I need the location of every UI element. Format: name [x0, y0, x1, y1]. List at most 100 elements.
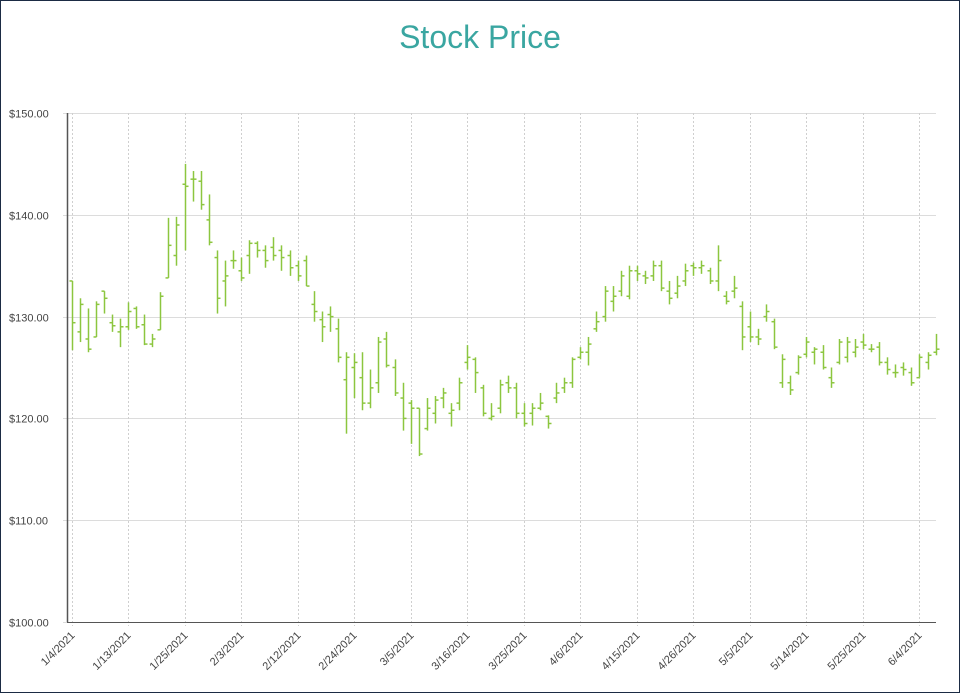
ohlc-bar	[238, 257, 245, 281]
ohlc-bar	[400, 382, 407, 431]
ohlc-bar	[141, 314, 148, 346]
ohlc-bar	[698, 260, 705, 274]
ohlc-bar	[440, 387, 447, 409]
ohlc-bar	[448, 403, 455, 427]
x-tick-label: 3/5/2021	[378, 630, 417, 669]
ohlc-bar	[690, 262, 697, 276]
ohlc-bar	[432, 396, 439, 424]
x-tick-label: 5/25/2021	[826, 630, 869, 673]
ohlc-bar	[206, 194, 213, 246]
ohlc-bar	[585, 336, 592, 366]
ohlc-bar	[165, 217, 172, 279]
x-tick-label: 4/6/2021	[547, 630, 586, 669]
ohlc-bar	[262, 245, 269, 268]
ohlc-bar	[803, 336, 810, 358]
ohlc-bar	[884, 357, 891, 375]
ohlc-bar	[93, 301, 100, 338]
ohlc-bar	[569, 357, 576, 388]
ohlc-bar	[173, 216, 180, 266]
ohlc-bar	[787, 375, 794, 395]
ohlc-bar	[836, 338, 843, 365]
y-tick-label: $150.00	[9, 109, 49, 121]
ohlc-bar	[715, 245, 722, 292]
ohlc-bar	[101, 290, 108, 314]
ohlc-bar	[852, 338, 859, 358]
ohlc-bar	[545, 415, 552, 429]
y-tick-label: $130.00	[9, 313, 49, 325]
ohlc-bar	[828, 367, 835, 388]
ohlc-bars	[69, 163, 940, 457]
ohlc-bar	[795, 355, 802, 375]
ohlc-bar	[214, 250, 221, 314]
x-tick-label: 2/24/2021	[317, 630, 360, 673]
ohlc-bar	[537, 392, 544, 411]
ohlc-bar	[319, 311, 326, 343]
axes: $100.00 $110.00 $120.00 $130.00 $140.00 $150.…	[9, 109, 936, 673]
ohlc-bar	[182, 163, 189, 251]
ohlc-bar	[658, 260, 665, 292]
x-tick-label: 4/26/2021	[656, 630, 699, 673]
ohlc-bar	[416, 407, 423, 457]
ohlc-bar	[375, 336, 382, 393]
x-tick-label: 4/15/2021	[600, 630, 643, 673]
ohlc-bar	[723, 291, 730, 305]
ohlc-bar	[602, 286, 609, 322]
ohlc-bar	[707, 267, 714, 285]
ohlc-bar	[351, 353, 358, 399]
ohlc-bar	[270, 237, 277, 261]
ohlc-bar	[343, 352, 350, 434]
x-tick-label: 5/14/2021	[769, 630, 812, 673]
ohlc-bar	[682, 263, 689, 287]
x-tick-label: 5/5/2021	[717, 630, 756, 669]
ohlc-bar	[157, 292, 164, 331]
ohlc-bar	[577, 347, 584, 360]
ohlc-bar	[876, 342, 883, 366]
chart-title: Stock Price	[399, 19, 561, 55]
y-tick-label: $110.00	[9, 516, 48, 528]
ohlc-bar	[497, 379, 504, 414]
x-tick-label: 2/12/2021	[261, 630, 304, 673]
ohlc-bar	[254, 241, 261, 258]
x-tick-label: 3/16/2021	[430, 630, 473, 673]
ohlc-bar	[77, 298, 84, 343]
ohlc-bar	[359, 352, 366, 411]
y-tick-label: $100.00	[9, 618, 49, 630]
ohlc-bar	[198, 171, 205, 210]
x-tick-label: 1/4/2021	[39, 630, 78, 669]
ohlc-bar	[117, 318, 124, 348]
x-tick-label: 2/3/2021	[208, 630, 247, 669]
ohlc-bar	[456, 377, 463, 411]
ohlc-bar	[820, 345, 827, 370]
ohlc-bar	[287, 250, 294, 276]
ohlc-bar	[246, 240, 253, 274]
ohlc-bar	[739, 301, 746, 351]
ohlc-bar	[424, 398, 431, 431]
ohlc-bar	[634, 265, 641, 281]
ohlc-bar	[925, 352, 932, 370]
ohlc-bar	[593, 311, 600, 332]
ohlc-bar	[488, 403, 495, 421]
ohlc-bar	[230, 250, 237, 269]
ohlc-bar	[610, 286, 617, 312]
ohlc-bar	[779, 354, 786, 388]
ohlc-bar	[133, 306, 140, 329]
ohlc-bar	[626, 265, 633, 300]
ohlc-bar	[85, 308, 92, 353]
ohlc-bar	[642, 270, 649, 285]
ohlc-bar	[513, 382, 520, 419]
ohlc-bar	[125, 302, 132, 330]
ohlc-bar	[480, 384, 487, 417]
ohlc-bar	[771, 318, 778, 350]
ohlc-bar	[383, 331, 390, 368]
ohlc-bar	[763, 304, 770, 322]
ohlc-bar	[335, 318, 342, 363]
ohlc-bar	[521, 403, 528, 427]
ohlc-bar	[190, 171, 197, 202]
ohlc-bar	[747, 311, 754, 343]
ohlc-bar	[311, 291, 318, 322]
x-tick-label: 1/25/2021	[148, 630, 191, 673]
x-tick-label: 1/13/2021	[91, 630, 134, 673]
y-tick-label: $120.00	[9, 414, 49, 426]
ohlc-bar	[472, 357, 479, 393]
